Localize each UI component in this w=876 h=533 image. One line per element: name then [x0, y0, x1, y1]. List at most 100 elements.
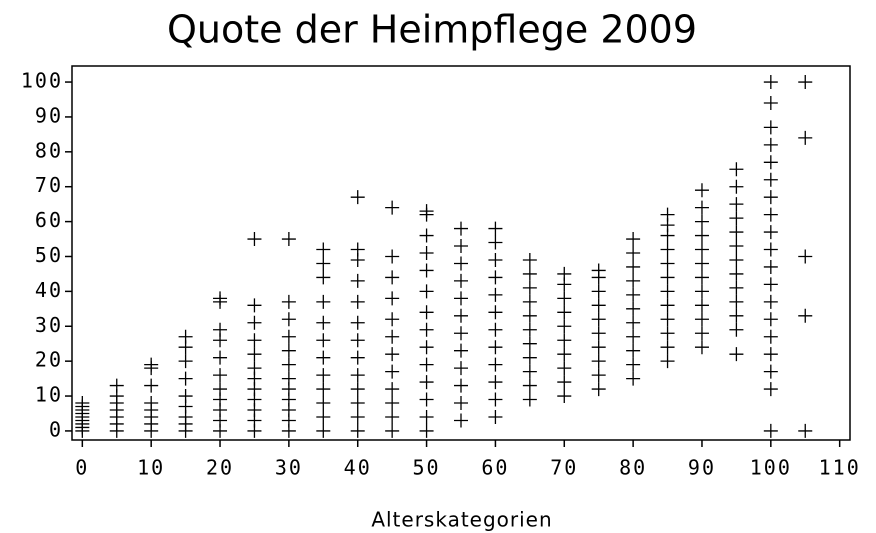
point [316, 350, 331, 365]
point [591, 263, 606, 278]
point [247, 361, 262, 376]
point [419, 423, 434, 438]
point [694, 326, 709, 341]
point [522, 350, 537, 365]
y-tick-label: 100 [21, 69, 63, 93]
point [488, 221, 503, 236]
point [419, 375, 434, 390]
x-tick-label: 60 [481, 456, 509, 480]
point [591, 340, 606, 355]
point [763, 382, 778, 397]
point [660, 354, 675, 369]
point [385, 291, 400, 306]
point [109, 378, 124, 393]
point [419, 246, 434, 260]
point [178, 329, 193, 344]
point [247, 333, 262, 348]
point [591, 368, 606, 383]
point [247, 315, 262, 330]
point [213, 322, 228, 337]
point [316, 396, 331, 411]
point [419, 322, 434, 337]
point [660, 326, 675, 341]
point [729, 162, 744, 177]
point [729, 347, 744, 362]
x-tick-label: 70 [550, 456, 578, 480]
point [419, 305, 434, 320]
point [350, 368, 365, 383]
point [454, 256, 468, 271]
point [350, 294, 365, 309]
point [763, 225, 778, 240]
point [454, 221, 468, 236]
point [281, 294, 296, 309]
y-tick-label: 60 [35, 208, 63, 232]
point [488, 340, 503, 355]
point [694, 340, 709, 355]
point [660, 270, 675, 285]
point [350, 190, 365, 205]
point [454, 326, 468, 341]
point [385, 200, 400, 215]
point [419, 263, 434, 278]
y-tick-label: 0 [49, 417, 63, 441]
plot-frame [71, 65, 851, 441]
point [385, 364, 400, 379]
point [522, 280, 537, 295]
y-tick-label: 70 [35, 173, 63, 197]
point [729, 322, 744, 337]
point [591, 326, 606, 341]
point [144, 357, 159, 372]
point [763, 347, 778, 362]
point [729, 294, 744, 309]
point [350, 242, 365, 257]
point [729, 308, 744, 323]
point [591, 354, 606, 369]
point [178, 371, 193, 386]
point [660, 312, 675, 327]
point [213, 291, 228, 306]
point [488, 357, 503, 372]
point [316, 423, 331, 438]
point [626, 259, 641, 274]
point [763, 364, 778, 379]
point [763, 190, 778, 205]
y-tick-label: 10 [35, 383, 63, 407]
point [419, 204, 434, 219]
point [626, 273, 641, 288]
point [281, 357, 296, 372]
x-tick-label: 80 [619, 456, 647, 480]
y-tick-label: 40 [35, 278, 63, 302]
point [213, 350, 228, 365]
point [247, 347, 262, 362]
y-tick-label: 90 [35, 103, 63, 127]
point [763, 242, 778, 257]
y-tick-label: 50 [35, 243, 63, 267]
point [798, 308, 813, 323]
point [626, 343, 641, 358]
point [798, 423, 813, 438]
point [316, 294, 331, 309]
point [729, 225, 744, 240]
point [178, 389, 193, 404]
point [316, 382, 331, 397]
point [763, 259, 778, 274]
point [626, 371, 641, 386]
point [419, 392, 434, 407]
point [350, 409, 365, 424]
x-tick-label: 20 [206, 456, 234, 480]
point [316, 409, 331, 424]
point [626, 301, 641, 316]
point [316, 270, 331, 285]
point [316, 368, 331, 383]
point [729, 239, 744, 254]
point [729, 211, 744, 226]
point [591, 312, 606, 327]
point [350, 315, 365, 330]
point [557, 347, 572, 362]
point [419, 340, 434, 355]
point [350, 396, 365, 411]
point [660, 284, 675, 299]
point [763, 423, 778, 438]
point [694, 228, 709, 243]
